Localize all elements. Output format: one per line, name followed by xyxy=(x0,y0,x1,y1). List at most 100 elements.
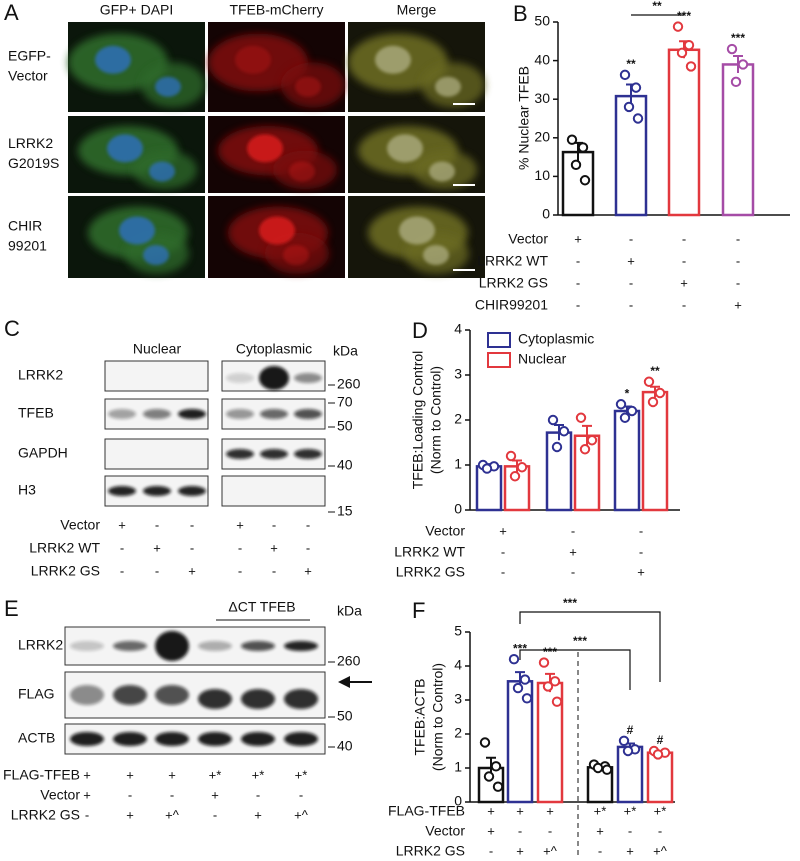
row-label: EGFP- xyxy=(8,48,51,64)
nucleus xyxy=(149,161,175,182)
data-point xyxy=(519,674,531,685)
data-point xyxy=(575,412,587,423)
data-point xyxy=(626,405,638,417)
significance-label: *** xyxy=(513,641,527,655)
significance-bracket xyxy=(519,611,661,682)
condition-sign: - xyxy=(548,823,552,838)
nucleus xyxy=(375,45,411,74)
condition-sign: - xyxy=(120,563,124,578)
condition-sign: - xyxy=(736,253,740,268)
condition-sign: - xyxy=(571,564,575,579)
condition-sign: - xyxy=(306,540,310,555)
bar xyxy=(616,745,644,804)
condition-sign: + xyxy=(126,767,134,782)
blot-box xyxy=(64,723,326,755)
marker-label: 260 xyxy=(337,653,361,669)
condition-label: LRRK2 WT xyxy=(477,253,548,269)
band xyxy=(284,689,318,709)
data-point xyxy=(579,444,591,455)
nucleus xyxy=(435,76,461,97)
y-axis-label: (Norm to Control) xyxy=(430,663,446,771)
data-point xyxy=(558,426,570,437)
data-point xyxy=(632,113,644,124)
condition-sign: + xyxy=(627,253,635,268)
legend-label: Cytoplasmic xyxy=(518,331,594,347)
condition-label: Vector xyxy=(425,523,465,539)
data-point xyxy=(481,463,493,474)
data-point xyxy=(549,676,561,687)
condition-sign: +* xyxy=(209,767,222,782)
unit-label: kDa xyxy=(333,343,358,359)
condition-sign: + xyxy=(168,767,176,782)
blot-row-label: ACTB xyxy=(18,730,55,746)
y-tick-label: 3 xyxy=(454,691,462,707)
condition-sign: + xyxy=(574,231,582,246)
marker-label: 70 xyxy=(337,394,353,410)
condition-sign: + xyxy=(211,787,219,802)
y-tick-label: 0 xyxy=(454,793,462,809)
panel-letter: C xyxy=(4,316,20,341)
band xyxy=(70,641,104,651)
condition-label: LRRK2 GS xyxy=(479,275,548,291)
data-point xyxy=(601,764,613,775)
band xyxy=(294,373,322,383)
data-point xyxy=(652,749,664,760)
y-axis-label: (Norm to Control) xyxy=(428,366,444,474)
condition-label: CHIR99201 xyxy=(475,297,548,313)
nucleus xyxy=(387,134,423,163)
y-tick-label: 1 xyxy=(454,759,462,775)
significance-label: # xyxy=(627,723,634,737)
condition-sign: - xyxy=(190,540,194,555)
condition-sign: + xyxy=(83,787,91,802)
band xyxy=(198,689,232,709)
condition-label: Vector xyxy=(425,823,465,839)
data-point xyxy=(630,82,642,93)
nucleus xyxy=(259,216,295,245)
condition-sign: + xyxy=(270,540,278,555)
band xyxy=(260,409,288,419)
unit-label: kDa xyxy=(337,603,362,619)
data-point xyxy=(672,21,684,32)
data-point xyxy=(577,142,589,153)
condition-sign: - xyxy=(629,231,633,246)
row-label: CHIR xyxy=(8,218,42,234)
condition-sign: +* xyxy=(252,767,265,782)
band xyxy=(108,409,136,419)
nucleus xyxy=(143,245,169,266)
significance-bracket xyxy=(519,649,631,690)
y-tick-label: 0 xyxy=(542,206,550,222)
condition-sign: + xyxy=(499,523,507,538)
condition-label: Vector xyxy=(508,231,548,247)
condition-sign: - xyxy=(190,517,194,532)
condition-sign: - xyxy=(501,564,505,579)
error-bar xyxy=(582,424,592,446)
condition-label: LRRK2 WT xyxy=(394,544,465,560)
band xyxy=(241,641,275,651)
y-tick-label: 30 xyxy=(534,90,550,106)
row-label: G2019S xyxy=(8,155,59,171)
significance-label: * xyxy=(625,386,630,400)
y-tick-label: 40 xyxy=(534,51,550,67)
data-point xyxy=(737,59,749,70)
condition-sign: +^ xyxy=(543,843,558,858)
nucleus xyxy=(247,134,283,163)
band xyxy=(198,641,232,651)
panel-letter: A xyxy=(4,0,19,25)
blot-box xyxy=(221,475,326,507)
band xyxy=(284,732,318,746)
blot-box xyxy=(104,438,209,470)
condition-sign: + xyxy=(118,517,126,532)
data-point xyxy=(619,69,631,81)
condition-sign: + xyxy=(516,803,524,818)
condition-sign: - xyxy=(598,843,602,858)
significance-label: ** xyxy=(650,364,660,378)
bar xyxy=(614,94,648,217)
nucleus xyxy=(235,45,271,74)
nucleus xyxy=(399,216,435,245)
band xyxy=(178,409,206,419)
condition-sign: - xyxy=(85,807,89,822)
blot-row-label: FLAG xyxy=(18,686,55,702)
condition-label: Vector xyxy=(60,517,100,533)
data-point xyxy=(508,654,520,665)
